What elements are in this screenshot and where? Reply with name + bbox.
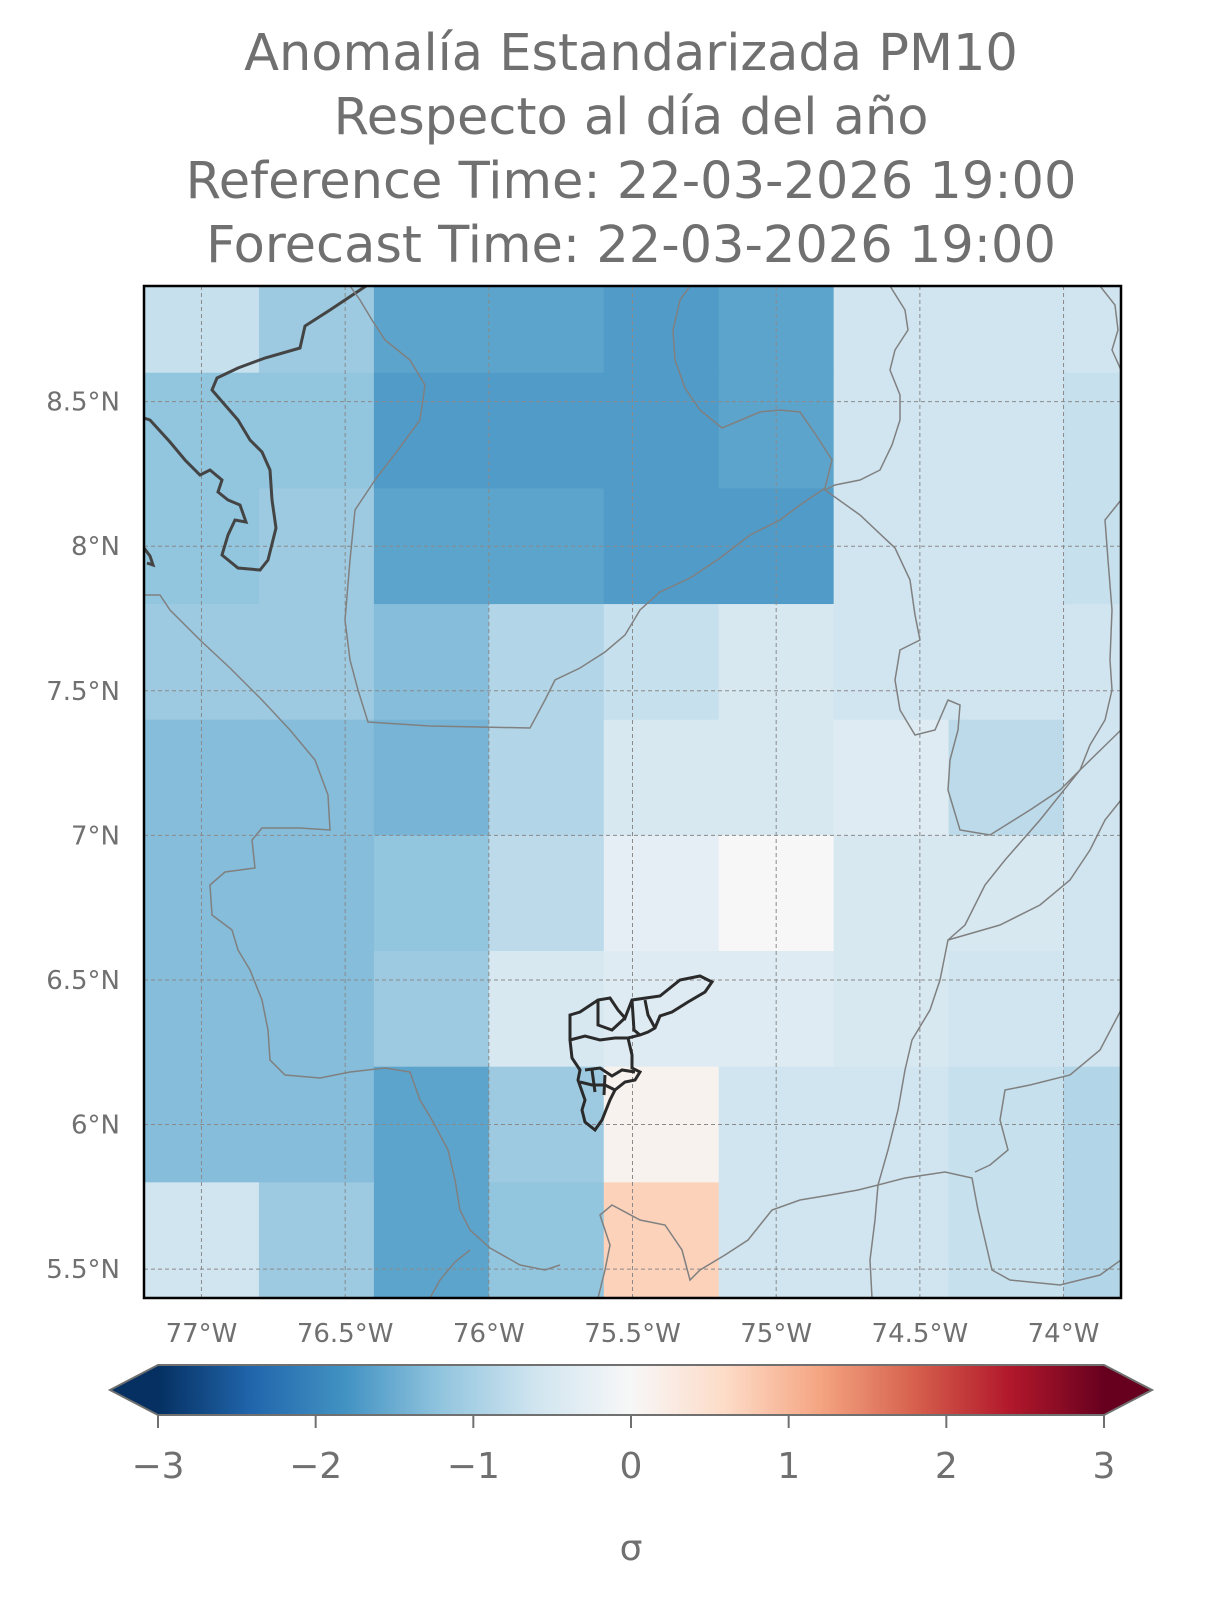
- title-line-1: Anomalía Estandarizada PM10: [244, 24, 1018, 83]
- title-line-4: Forecast Time: 22-03-2026 19:00: [206, 216, 1056, 275]
- anomaly-cell: [948, 835, 1065, 952]
- colorbar-ticks: −3 −2 −1 0 1 2 3: [131, 1415, 1115, 1487]
- anomaly-cell: [373, 835, 490, 952]
- anomaly-cell: [833, 951, 950, 1068]
- lon-tick-label: 76.5°W: [297, 1319, 394, 1349]
- dept-border-north: [344, 286, 833, 729]
- colorbar-tick-label: −1: [447, 1446, 500, 1487]
- anomaly-cell: [1063, 1182, 1121, 1298]
- anomaly-cell: [833, 719, 950, 836]
- map-title: Anomalía Estandarizada PM10 Respecto al …: [0, 22, 1205, 278]
- anomaly-cell: [603, 372, 720, 489]
- anomaly-cell: [373, 1182, 490, 1298]
- anomaly-cell: [144, 835, 260, 952]
- anomaly-cell: [258, 604, 375, 721]
- anomaly-cell: [948, 286, 1065, 374]
- dept-border-middle: [947, 799, 1121, 941]
- anomaly-cell: [1063, 372, 1121, 489]
- dept-border-west: [144, 594, 561, 1271]
- boundaries: [144, 286, 1121, 1298]
- graticule: [144, 286, 1121, 1298]
- anomaly-cell: [488, 604, 605, 721]
- anomaly-cell: [948, 372, 1065, 489]
- longitude-labels: 77°W 76.5°W 76°W 75.5°W 75°W 74.5°W 74°W: [166, 1319, 1100, 1349]
- anomaly-cell: [603, 286, 720, 374]
- anomaly-cell: [488, 1182, 605, 1298]
- dept-border-northeast: [1099, 286, 1121, 371]
- anomaly-cell: [373, 719, 490, 836]
- title-line-2: Respecto al día del año: [333, 88, 929, 147]
- colorbar-tick-label: 3: [1093, 1446, 1116, 1487]
- anomaly-cell: [373, 604, 490, 721]
- title-line-3: Reference Time: 22-03-2026 19:00: [185, 152, 1077, 211]
- colorbar-gradient: [158, 1365, 1104, 1415]
- map-frame-border: [142, 284, 1123, 1300]
- anomaly-cell: [488, 951, 605, 1068]
- dept-border-southwest: [429, 1249, 471, 1298]
- anomaly-cell: [833, 372, 950, 489]
- anomaly-cell: [948, 951, 1065, 1068]
- dept-border-southeast: [869, 729, 1121, 1298]
- coastline-inlet: [144, 547, 156, 568]
- anomaly-cell: [948, 719, 1065, 836]
- lat-tick-label: 8°N: [71, 532, 120, 562]
- anomaly-cell: [488, 286, 605, 374]
- colorbar-tick-label: 2: [935, 1446, 958, 1487]
- colorbar-extend-low: [110, 1365, 158, 1415]
- anomaly-cell: [488, 719, 605, 836]
- anomaly-cell: [258, 1182, 375, 1298]
- anomaly-cell: [603, 719, 720, 836]
- lon-tick-label: 76°W: [453, 1319, 525, 1349]
- anomaly-cell: [488, 835, 605, 952]
- lat-tick-label: 6°N: [71, 1111, 120, 1141]
- anomaly-cell: [373, 951, 490, 1068]
- colorbar-tick-label: 0: [620, 1446, 643, 1487]
- anomaly-cell: [373, 286, 490, 374]
- lat-tick-label: 8.5°N: [46, 388, 120, 418]
- anomaly-cell: [948, 604, 1065, 721]
- dept-border-south: [597, 1171, 1121, 1298]
- lon-tick-label: 74.5°W: [872, 1319, 969, 1349]
- colorbar-tick-label: −3: [131, 1446, 184, 1487]
- colorbar-tick-label: 1: [777, 1446, 800, 1487]
- lon-tick-label: 75.5°W: [584, 1319, 681, 1349]
- colorbar-label: σ: [620, 1528, 643, 1569]
- anomaly-cell: [833, 835, 950, 952]
- anomaly-cell: [603, 1182, 720, 1298]
- anomaly-cell: [258, 951, 375, 1068]
- colorbar-tick-label: −2: [289, 1446, 342, 1487]
- colorbar-extend-high: [1104, 1365, 1152, 1415]
- anomaly-cell: [948, 1182, 1065, 1298]
- lon-tick-label: 74°W: [1028, 1319, 1100, 1349]
- anomaly-cell: [373, 372, 490, 489]
- latitude-labels: 8.5°N 8°N 7.5°N 7°N 6.5°N 6°N 5.5°N: [46, 388, 120, 1285]
- anomaly-cell: [1063, 951, 1121, 1068]
- anomaly-cell: [718, 835, 835, 952]
- lat-tick-label: 7°N: [71, 821, 120, 851]
- anomaly-cell: [833, 604, 950, 721]
- anomaly-cell: [603, 951, 720, 1068]
- lat-tick-label: 5.5°N: [46, 1255, 120, 1285]
- anomaly-cell: [488, 372, 605, 489]
- coastline: [144, 286, 367, 572]
- anomaly-cell: [833, 286, 950, 374]
- metro-area-outline: [568, 974, 715, 1133]
- anomaly-cell: [603, 604, 720, 721]
- lat-tick-label: 7.5°N: [46, 677, 120, 707]
- lon-tick-label: 75°W: [740, 1319, 812, 1349]
- anomaly-cell: [1063, 835, 1121, 952]
- dept-border-east-lower: [974, 1009, 1121, 1173]
- anomaly-cell: [258, 286, 375, 374]
- lon-tick-label: 77°W: [166, 1319, 238, 1349]
- dept-border-east: [823, 286, 1121, 836]
- anomaly-cell: [833, 1182, 950, 1298]
- lat-tick-label: 6.5°N: [46, 966, 120, 996]
- anomaly-cell: [258, 719, 375, 836]
- colorbar: −3 −2 −1 0 1 2 3 σ: [107, 1364, 1155, 1569]
- anomaly-cell: [603, 835, 720, 952]
- anomaly-cell: [258, 835, 375, 952]
- anomaly-cell: [258, 372, 375, 489]
